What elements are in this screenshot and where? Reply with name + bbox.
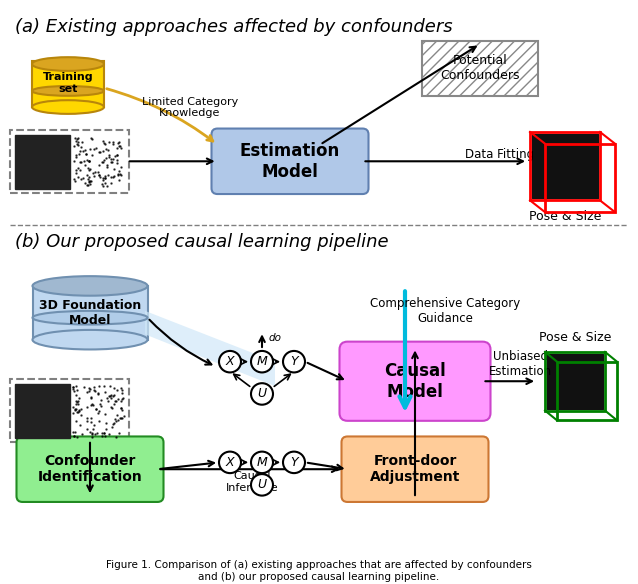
Ellipse shape [33, 330, 147, 349]
Text: Causal
Model: Causal Model [384, 362, 446, 401]
Bar [547, 354, 603, 409]
Text: (b) Our proposed causal learning pipeline: (b) Our proposed causal learning pipelin… [15, 232, 389, 251]
Text: Comprehensive Category
Guidance: Comprehensive Category Guidance [370, 297, 520, 325]
FancyBboxPatch shape [32, 61, 104, 107]
FancyBboxPatch shape [10, 379, 129, 442]
Circle shape [283, 451, 305, 473]
Text: Pose & Size: Pose & Size [539, 331, 611, 344]
Circle shape [251, 351, 273, 373]
Text: Front-door
Adjustment: Front-door Adjustment [370, 454, 460, 484]
FancyBboxPatch shape [33, 286, 147, 340]
Text: U: U [258, 387, 267, 401]
Text: 3D Foundation
Model: 3D Foundation Model [39, 299, 141, 327]
Circle shape [219, 451, 241, 473]
Ellipse shape [32, 57, 104, 71]
Text: Potential
Confounders: Potential Confounders [440, 54, 520, 82]
Text: do: do [269, 333, 282, 343]
FancyBboxPatch shape [17, 436, 163, 502]
Ellipse shape [33, 276, 147, 296]
Bar [15, 384, 70, 438]
Ellipse shape [32, 86, 104, 96]
FancyBboxPatch shape [339, 342, 491, 421]
Text: Figure 1. Comparison of (a) existing approaches that are affected by confounders: Figure 1. Comparison of (a) existing app… [106, 560, 532, 582]
Text: X: X [226, 355, 234, 368]
Text: Confounder
Identification: Confounder Identification [38, 454, 142, 484]
Text: X: X [226, 456, 234, 469]
Text: Y: Y [290, 355, 298, 368]
FancyBboxPatch shape [10, 130, 129, 193]
Text: Training
set: Training set [43, 72, 93, 94]
Text: U: U [258, 478, 267, 491]
Text: Pose & Size: Pose & Size [529, 210, 601, 223]
Bar [15, 135, 70, 189]
Polygon shape [145, 311, 275, 386]
Text: Data Fitting: Data Fitting [466, 148, 535, 161]
Circle shape [219, 351, 241, 373]
Text: Limited Category
Knowledge: Limited Category Knowledge [142, 97, 238, 119]
FancyBboxPatch shape [212, 128, 369, 194]
Text: Estimation
Model: Estimation Model [240, 142, 340, 180]
Text: Unbiased
Estimation: Unbiased Estimation [489, 350, 552, 378]
Text: M: M [256, 456, 267, 469]
Ellipse shape [33, 311, 147, 325]
FancyBboxPatch shape [341, 436, 489, 502]
Circle shape [251, 474, 273, 496]
Circle shape [251, 383, 273, 405]
Text: (a) Existing approaches affected by confounders: (a) Existing approaches affected by conf… [15, 18, 452, 36]
Text: Y: Y [290, 456, 298, 469]
Bar [532, 134, 598, 199]
Text: Causal
Inference: Causal Inference [226, 471, 278, 493]
Circle shape [251, 451, 273, 473]
FancyBboxPatch shape [422, 41, 538, 96]
Circle shape [283, 351, 305, 373]
Ellipse shape [32, 100, 104, 114]
Text: M: M [256, 355, 267, 368]
